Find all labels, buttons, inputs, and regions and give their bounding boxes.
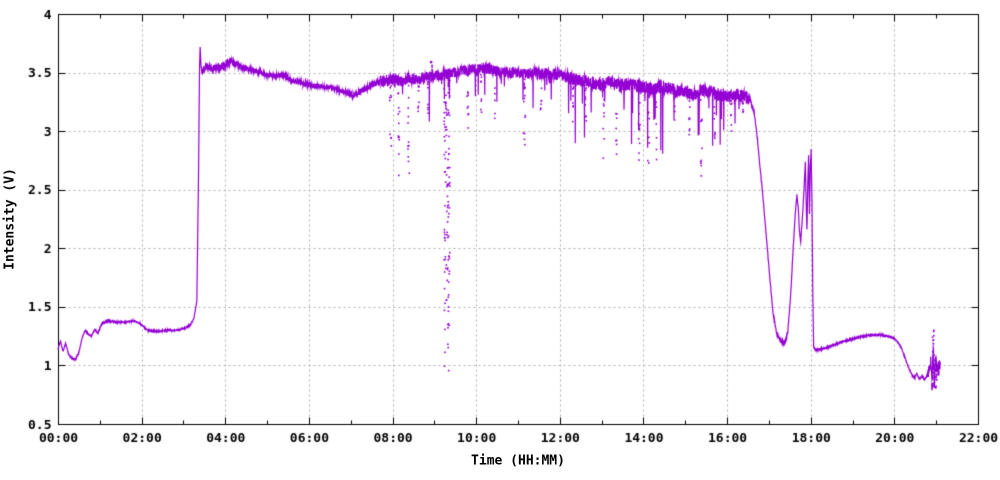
y-axis-title: Intensity (V)	[2, 168, 18, 270]
x-axis-title: Time (HH:MM)	[471, 453, 565, 469]
